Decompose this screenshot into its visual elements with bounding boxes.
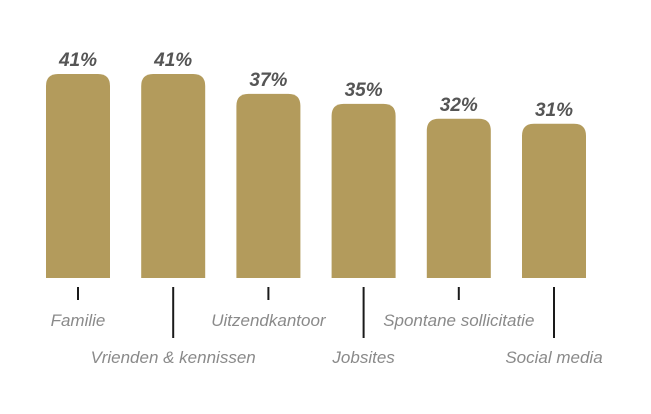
bar-jobsites	[331, 103, 396, 278]
value-label-social-media: 31%	[535, 100, 573, 121]
category-labels-group: Familie Vrienden & kennissen Uitzendkantoo…	[51, 311, 603, 367]
value-labels-group: 41% 41% 37% 35% 32% 31%	[58, 50, 573, 121]
category-label-vrienden-and-kennissen: Vrienden & kennissen	[91, 348, 256, 367]
category-label-uitzendkantoor: Uitzendkantoor	[211, 311, 327, 330]
value-label-familie: 41%	[58, 50, 97, 71]
value-label-jobsites: 35%	[345, 80, 383, 101]
bar-vrienden-and-kennissen	[141, 74, 206, 278]
category-label-jobsites: Jobsites	[331, 348, 395, 367]
bars-group	[46, 74, 586, 278]
bar-uitzendkantoor	[236, 93, 301, 278]
bar-spontane-sollicitatie	[426, 118, 491, 278]
category-ticks-group	[77, 287, 555, 338]
value-label-spontane-sollicitatie: 32%	[440, 95, 478, 116]
bar-familie	[46, 74, 110, 278]
value-label-vrienden-and-kennissen: 41%	[153, 50, 192, 71]
category-label-spontane-sollicitatie: Spontane sollicitatie	[383, 311, 534, 330]
category-label-familie: Familie	[51, 311, 106, 330]
bar-social-media	[522, 123, 586, 278]
category-label-social-media: Social media	[505, 348, 602, 367]
value-label-uitzendkantoor: 37%	[249, 70, 287, 91]
